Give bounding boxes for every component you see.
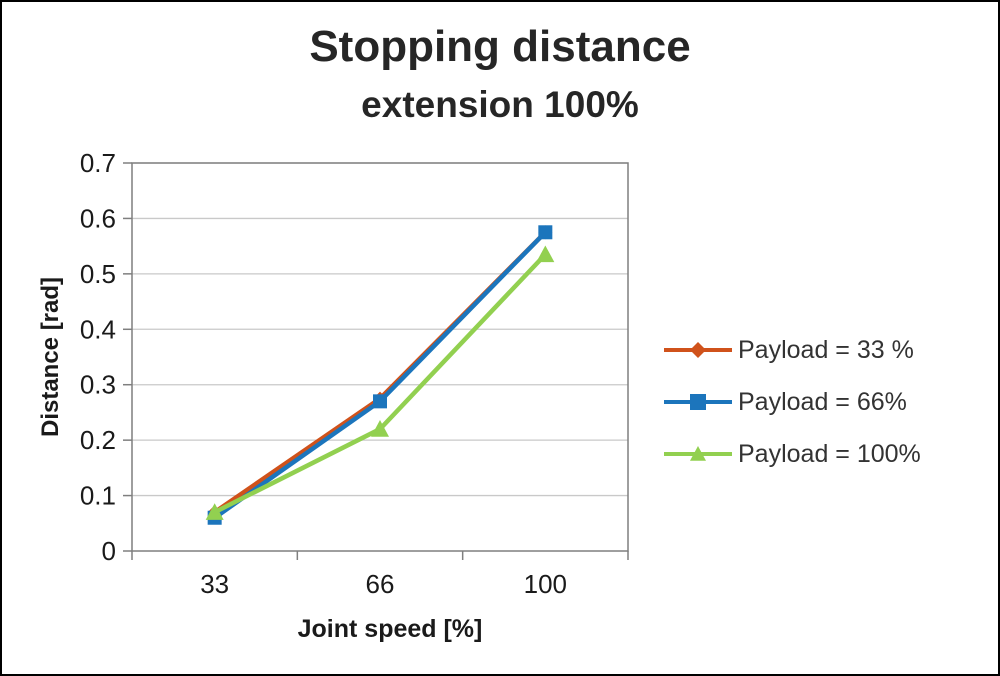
legend-item: Payload = 66%	[662, 386, 921, 418]
marker-square	[690, 394, 706, 410]
marker-triangle	[536, 245, 555, 263]
x-axis-title: Joint speed [%]	[298, 615, 483, 643]
y-axis-tick-label: 0.1	[80, 481, 116, 511]
y-axis-tick-label: 0	[102, 536, 116, 566]
marker-triangle	[690, 446, 706, 461]
x-axis-tick-label: 66	[366, 569, 395, 599]
y-axis-tick-label: 0.6	[80, 203, 116, 233]
marker-square	[373, 394, 387, 409]
y-axis-tick-label: 0.3	[80, 370, 116, 400]
legend-item: Payload = 100%	[662, 438, 921, 470]
chart-title: Stopping distance	[309, 22, 691, 71]
plot-area-border	[131, 162, 629, 552]
series-line	[212, 252, 548, 515]
legend-label: Payload = 33 %	[738, 335, 914, 364]
series-line	[212, 230, 548, 520]
legend-swatch	[664, 446, 732, 461]
series-3	[205, 245, 555, 520]
marker-triangle	[371, 420, 389, 437]
x-axis-tick-label: 33	[200, 569, 229, 599]
y-axis-tick-label: 0.5	[80, 259, 116, 289]
chart-subtitle: extension 100%	[361, 84, 639, 125]
legend-label: Payload = 100%	[738, 439, 921, 468]
y-axis-tick-label: 0.7	[80, 148, 116, 178]
legend-item: Payload = 33 %	[662, 334, 921, 366]
y-axis-title: Distance [rad]	[37, 277, 64, 437]
chart-legend: Payload = 33 % Payload = 66% Payload = 100…	[662, 334, 921, 490]
series-1	[207, 225, 553, 520]
x-axis-tick-label: 100	[524, 569, 567, 599]
marker-diamond	[690, 342, 706, 358]
y-axis-tick-label: 0.4	[80, 314, 116, 344]
legend-swatch	[664, 394, 732, 410]
marker-triangle	[205, 503, 224, 520]
marker-square	[538, 225, 553, 240]
legend-swatch	[664, 342, 732, 358]
legend-label: Payload = 66%	[738, 387, 907, 416]
y-axis-tick-label: 0.2	[80, 425, 116, 455]
